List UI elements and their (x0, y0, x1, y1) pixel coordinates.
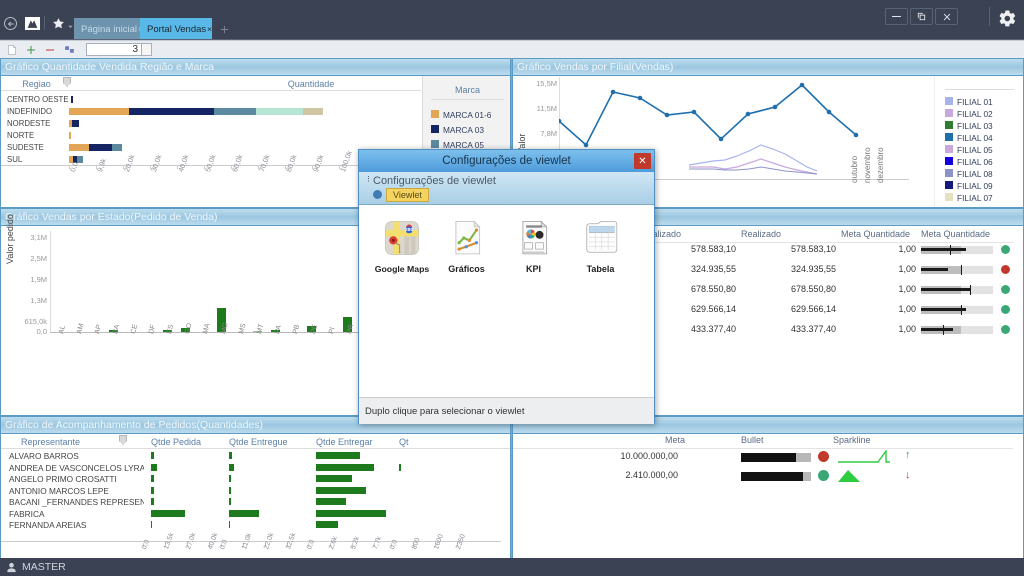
svg-text:280: 280 (405, 227, 413, 233)
